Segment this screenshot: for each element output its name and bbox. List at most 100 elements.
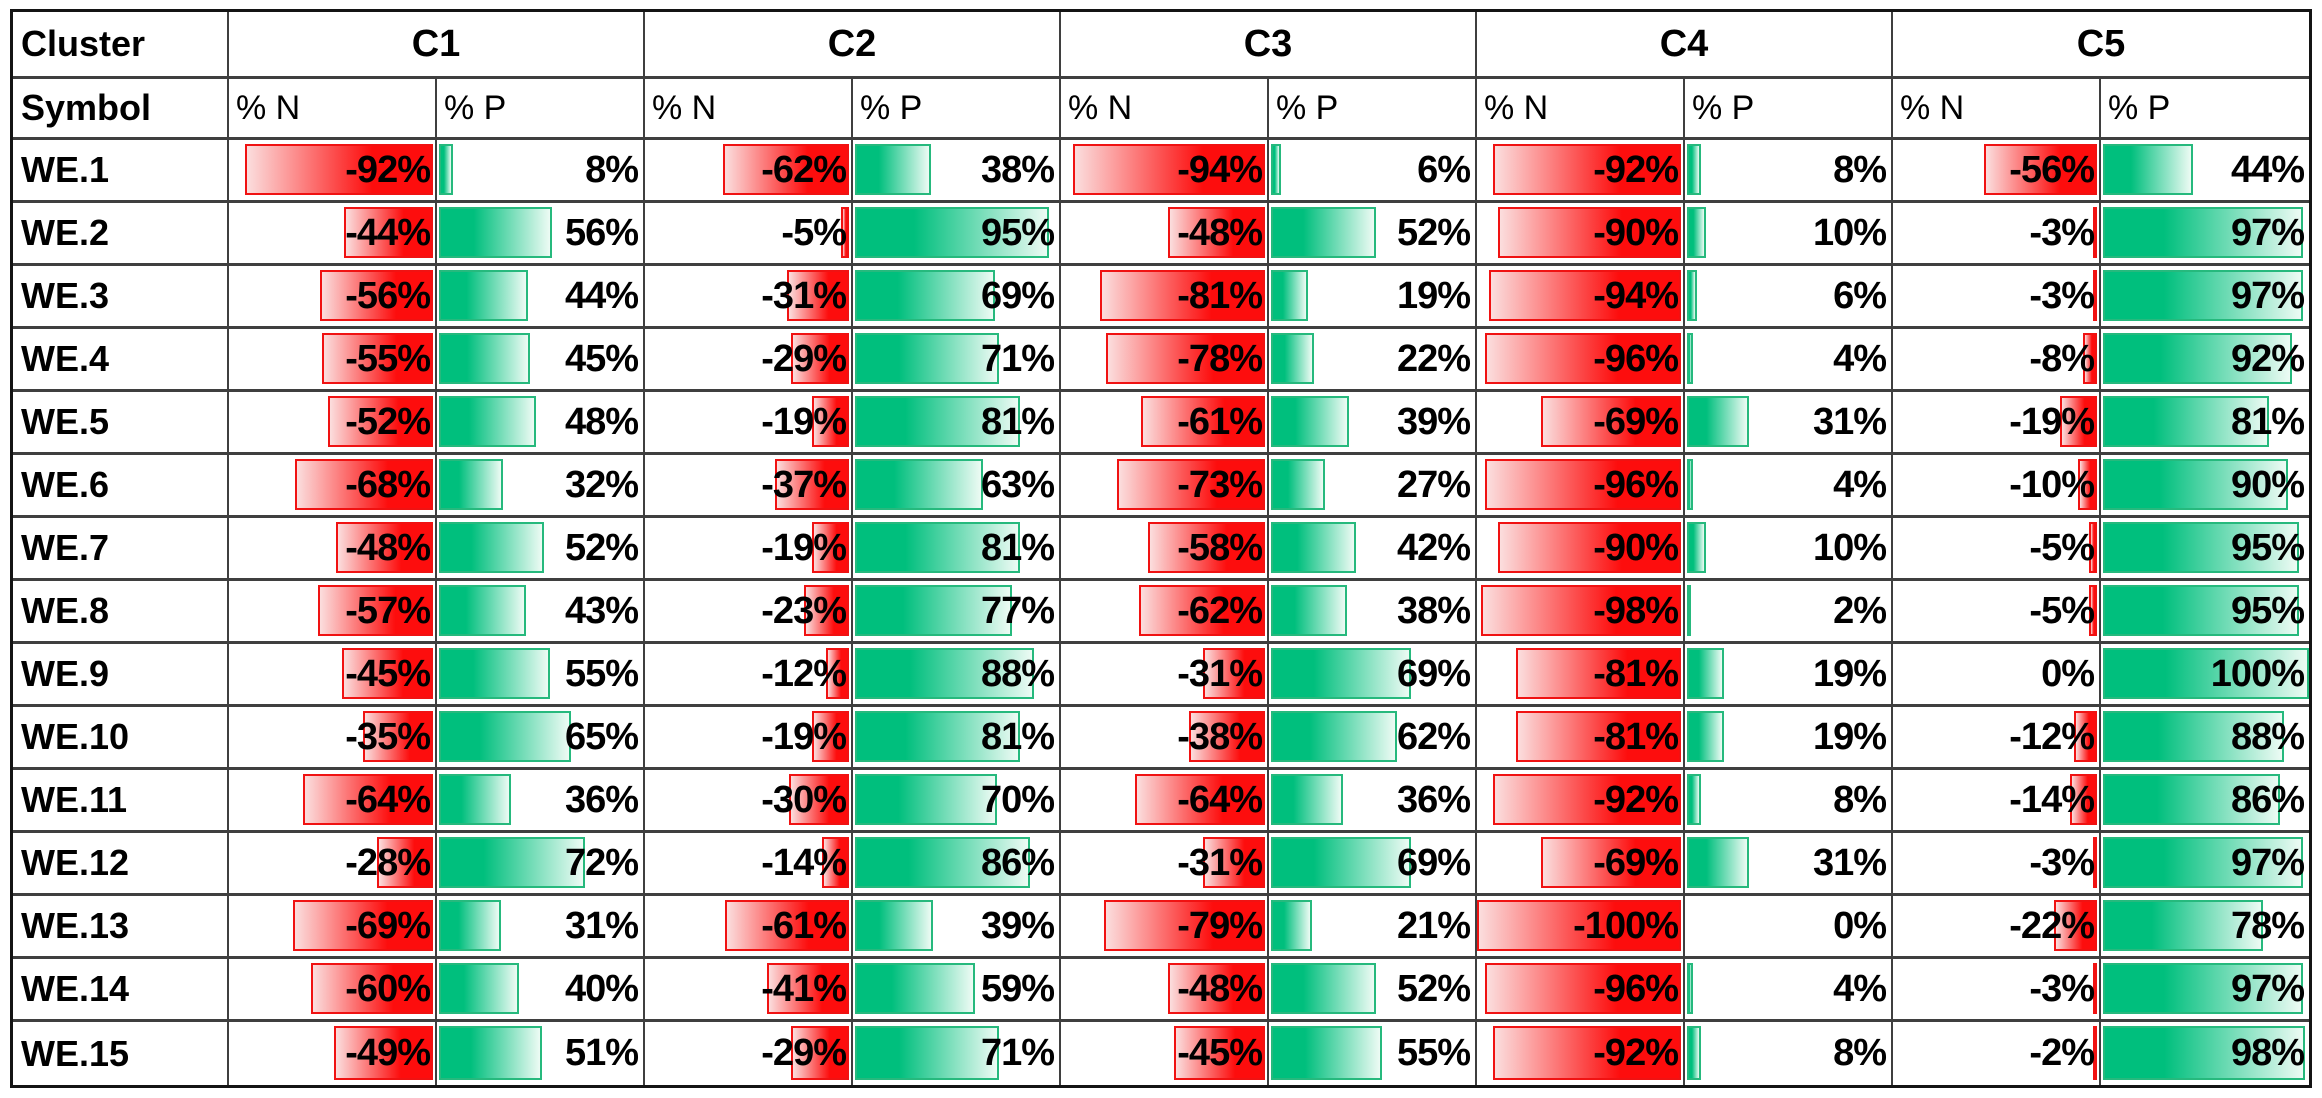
- cell-value: 86%: [980, 841, 1055, 884]
- cell-value: 19%: [1812, 715, 1887, 758]
- cell-value: 36%: [1396, 778, 1471, 821]
- positive-data-bar: [2103, 459, 2289, 510]
- positive-data-bar: [439, 270, 528, 321]
- cell-value: -3%: [2029, 841, 2095, 884]
- negative-data-bar: [362, 711, 433, 762]
- cell-value: -3%: [2029, 211, 2095, 254]
- negative-data-bar: [377, 837, 433, 888]
- negative-data-bar: [766, 963, 849, 1014]
- positive-data-bar: [1271, 1026, 1383, 1080]
- percent-p-cell: 4%: [1685, 959, 1893, 1022]
- cell-value: -2%: [2029, 1032, 2095, 1074]
- positive-data-bar: [1687, 396, 1749, 447]
- positive-data-bar: [1687, 1026, 1702, 1080]
- negative-data-bar: [2078, 459, 2097, 510]
- percent-n-cell: -5%: [1893, 518, 2101, 581]
- percent-n-cell: -5%: [1893, 581, 2101, 644]
- positive-data-bar: [1687, 207, 1706, 258]
- cell-value: -92%: [1593, 148, 1679, 191]
- percent-n-cell: -96%: [1477, 959, 1685, 1022]
- cell-value: -19%: [761, 715, 847, 758]
- cell-value: -81%: [1177, 274, 1263, 317]
- percent-n-cell: -28%: [229, 833, 437, 896]
- cell-value: 4%: [1833, 337, 1887, 380]
- cell-value: -10%: [2009, 463, 2095, 506]
- percent-p-cell: 71%: [853, 1022, 1061, 1085]
- cell-value: 86%: [2230, 778, 2305, 821]
- positive-data-bar: [1687, 144, 1702, 195]
- cell-value: -5%: [2029, 589, 2095, 632]
- positive-data-bar: [855, 333, 1000, 384]
- cell-value: 97%: [2230, 211, 2305, 254]
- negative-data-bar: [774, 459, 849, 510]
- percent-n-cell: -60%: [229, 959, 437, 1022]
- negative-data-bar: [245, 144, 433, 195]
- cluster-header-c3: C3: [1061, 12, 1477, 79]
- percent-p-cell: 59%: [853, 959, 1061, 1022]
- positive-data-bar: [2103, 270, 2303, 321]
- percent-p-cell: 8%: [437, 140, 645, 203]
- negative-data-bar: [1073, 144, 1265, 195]
- positive-data-bar: [439, 396, 536, 447]
- percent-n-cell: -81%: [1477, 644, 1685, 707]
- cell-value: 19%: [1396, 274, 1471, 317]
- cell-value: 21%: [1396, 904, 1471, 947]
- positive-data-bar: [855, 711, 1020, 762]
- positive-data-bar: [1687, 963, 1694, 1014]
- negative-data-bar: [294, 459, 433, 510]
- cell-value: 90%: [2230, 463, 2305, 506]
- cell-value: 44%: [564, 274, 639, 317]
- cluster-header-c2: C2: [645, 12, 1061, 79]
- cell-value: -94%: [1593, 274, 1679, 317]
- percent-p-cell: 95%: [2101, 518, 2309, 581]
- percent-p-cell: 86%: [853, 833, 1061, 896]
- negative-data-bar: [292, 900, 433, 951]
- percent-p-cell: 81%: [853, 518, 1061, 581]
- percent-n-cell: -78%: [1061, 329, 1269, 392]
- negative-data-bar: [826, 648, 849, 699]
- positive-data-bar: [2103, 333, 2293, 384]
- percent-n-cell: -92%: [1477, 1022, 1685, 1085]
- percent-p-cell: 36%: [437, 770, 645, 833]
- percent-n-cell: -81%: [1061, 266, 1269, 329]
- cell-value: -64%: [345, 778, 431, 821]
- percent-n-cell: -19%: [645, 707, 853, 770]
- positive-data-bar: [855, 900, 934, 951]
- cell-value: -31%: [1177, 652, 1263, 695]
- positive-data-bar: [855, 522, 1020, 573]
- positive-data-bar: [439, 1026, 543, 1080]
- symbol-cell: WE.6: [13, 455, 229, 518]
- symbol-cell: WE.9: [13, 644, 229, 707]
- cell-value: -49%: [345, 1032, 431, 1074]
- positive-data-bar: [855, 396, 1020, 447]
- positive-data-bar: [1271, 144, 1282, 195]
- percent-p-cell: 69%: [853, 266, 1061, 329]
- cell-value: -12%: [2009, 715, 2095, 758]
- cell-value: -48%: [1177, 211, 1263, 254]
- percent-n-cell: -49%: [229, 1022, 437, 1085]
- negative-data-bar: [1485, 333, 1681, 384]
- positive-data-bar: [1271, 648, 1412, 699]
- cell-value: -29%: [761, 1032, 847, 1074]
- negative-data-bar: [723, 144, 849, 195]
- percent-p-cell: 4%: [1685, 455, 1893, 518]
- percent-n-cell: -19%: [1893, 392, 2101, 455]
- cell-value: 71%: [980, 1032, 1055, 1074]
- cell-value: 10%: [1812, 211, 1887, 254]
- negative-data-bar: [1493, 1026, 1681, 1080]
- cell-value: 39%: [1396, 400, 1471, 443]
- percent-p-cell: 8%: [1685, 140, 1893, 203]
- percent-p-cell: 45%: [437, 329, 645, 392]
- percent-p-cell: 71%: [853, 329, 1061, 392]
- positive-data-bar: [2103, 900, 2264, 951]
- negative-data-bar: [811, 396, 849, 447]
- percent-p-cell: 65%: [437, 707, 645, 770]
- negative-data-bar: [1497, 207, 1681, 258]
- cell-value: -55%: [345, 337, 431, 380]
- negative-data-bar: [803, 585, 849, 636]
- percent-p-cell: 72%: [437, 833, 645, 896]
- percent-p-cell: 48%: [437, 392, 645, 455]
- cell-value: -38%: [1177, 715, 1263, 758]
- cell-value: -19%: [2009, 400, 2095, 443]
- negative-data-bar: [1147, 522, 1265, 573]
